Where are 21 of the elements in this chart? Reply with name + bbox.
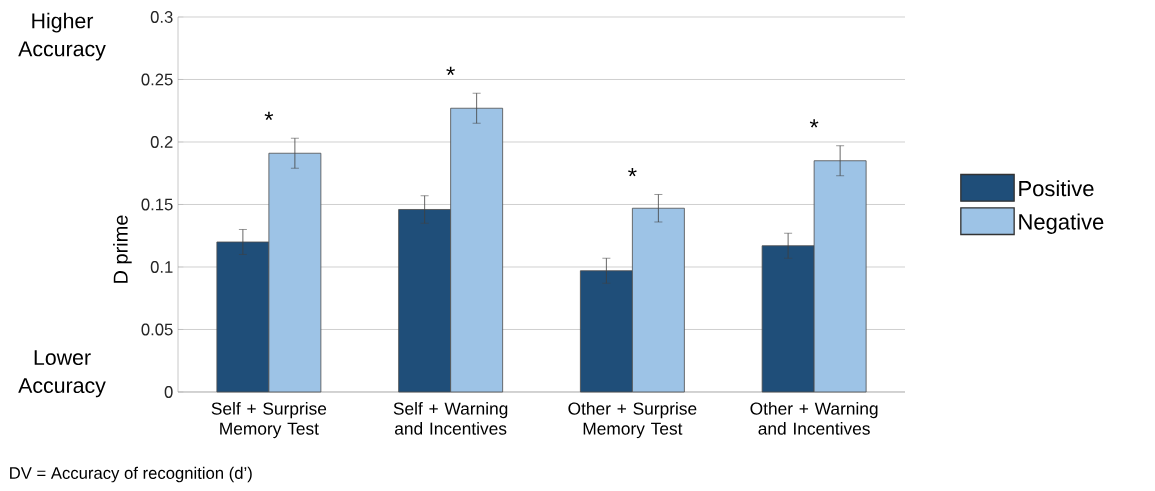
y-tick-label: 0.05: [141, 323, 173, 336]
annotation: *: [628, 167, 637, 177]
x-tick-label: Other + Surprise Memory Test: [568, 402, 697, 439]
y-tick-label: 0.1: [150, 261, 173, 273]
y-tick-label: 0.15: [141, 198, 173, 211]
legend-label: Positive: [1019, 180, 1094, 197]
annotation: *: [446, 66, 455, 76]
text: Lower Accuracy: [18, 350, 106, 398]
annotation: *: [809, 119, 819, 128]
x-tick-label: Self + Surprise Memory Test: [211, 402, 327, 439]
y-tick-label: 0: [164, 386, 173, 398]
text: DV = Accuracy of recognition (d’): [10, 466, 252, 483]
y-tick-label: 0.3: [150, 11, 173, 23]
y-axis-title: D prime: [113, 215, 132, 283]
y-tick-label: 0.25: [141, 73, 173, 86]
x-tick-label: Other + Warning and Incentives: [750, 402, 878, 435]
legend-label: Negative: [1019, 213, 1104, 235]
y-tick-label: 0.2: [150, 136, 173, 148]
text: Higher Accuracy: [18, 12, 106, 61]
x-tick-label: Self + Warning and Incentives: [393, 402, 508, 435]
annotation: *: [264, 111, 274, 121]
